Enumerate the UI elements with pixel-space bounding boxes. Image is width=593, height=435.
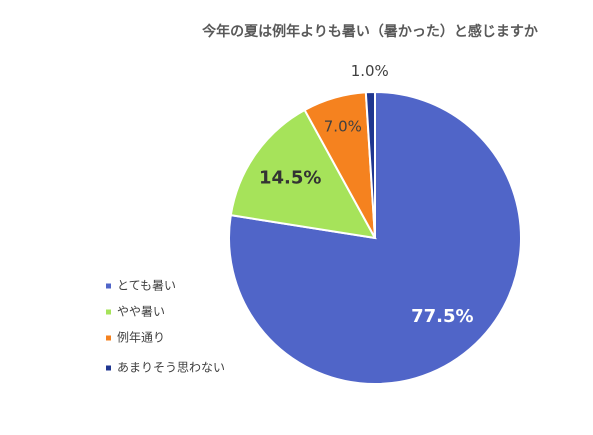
legend-label: やや暑い — [117, 305, 165, 319]
legend-marker — [106, 365, 111, 371]
data-label: 77.5% — [411, 306, 473, 327]
legend-label: とても暑い — [117, 279, 176, 293]
legend-marker — [106, 335, 111, 341]
pie-slice — [364, 90, 376, 239]
data-label: 1.0% — [351, 62, 389, 80]
pie-slice — [229, 108, 377, 240]
legend-marker — [106, 283, 111, 289]
chart-title: 今年の夏は例年よりも暑い（暑かった）と感じますか — [201, 23, 538, 40]
legend-label: 例年通り — [117, 331, 165, 345]
data-label: 7.0% — [324, 118, 362, 136]
legend-label: あまりそう思わない — [117, 361, 225, 375]
data-label: 14.5% — [259, 167, 321, 188]
legend-marker — [106, 309, 111, 315]
